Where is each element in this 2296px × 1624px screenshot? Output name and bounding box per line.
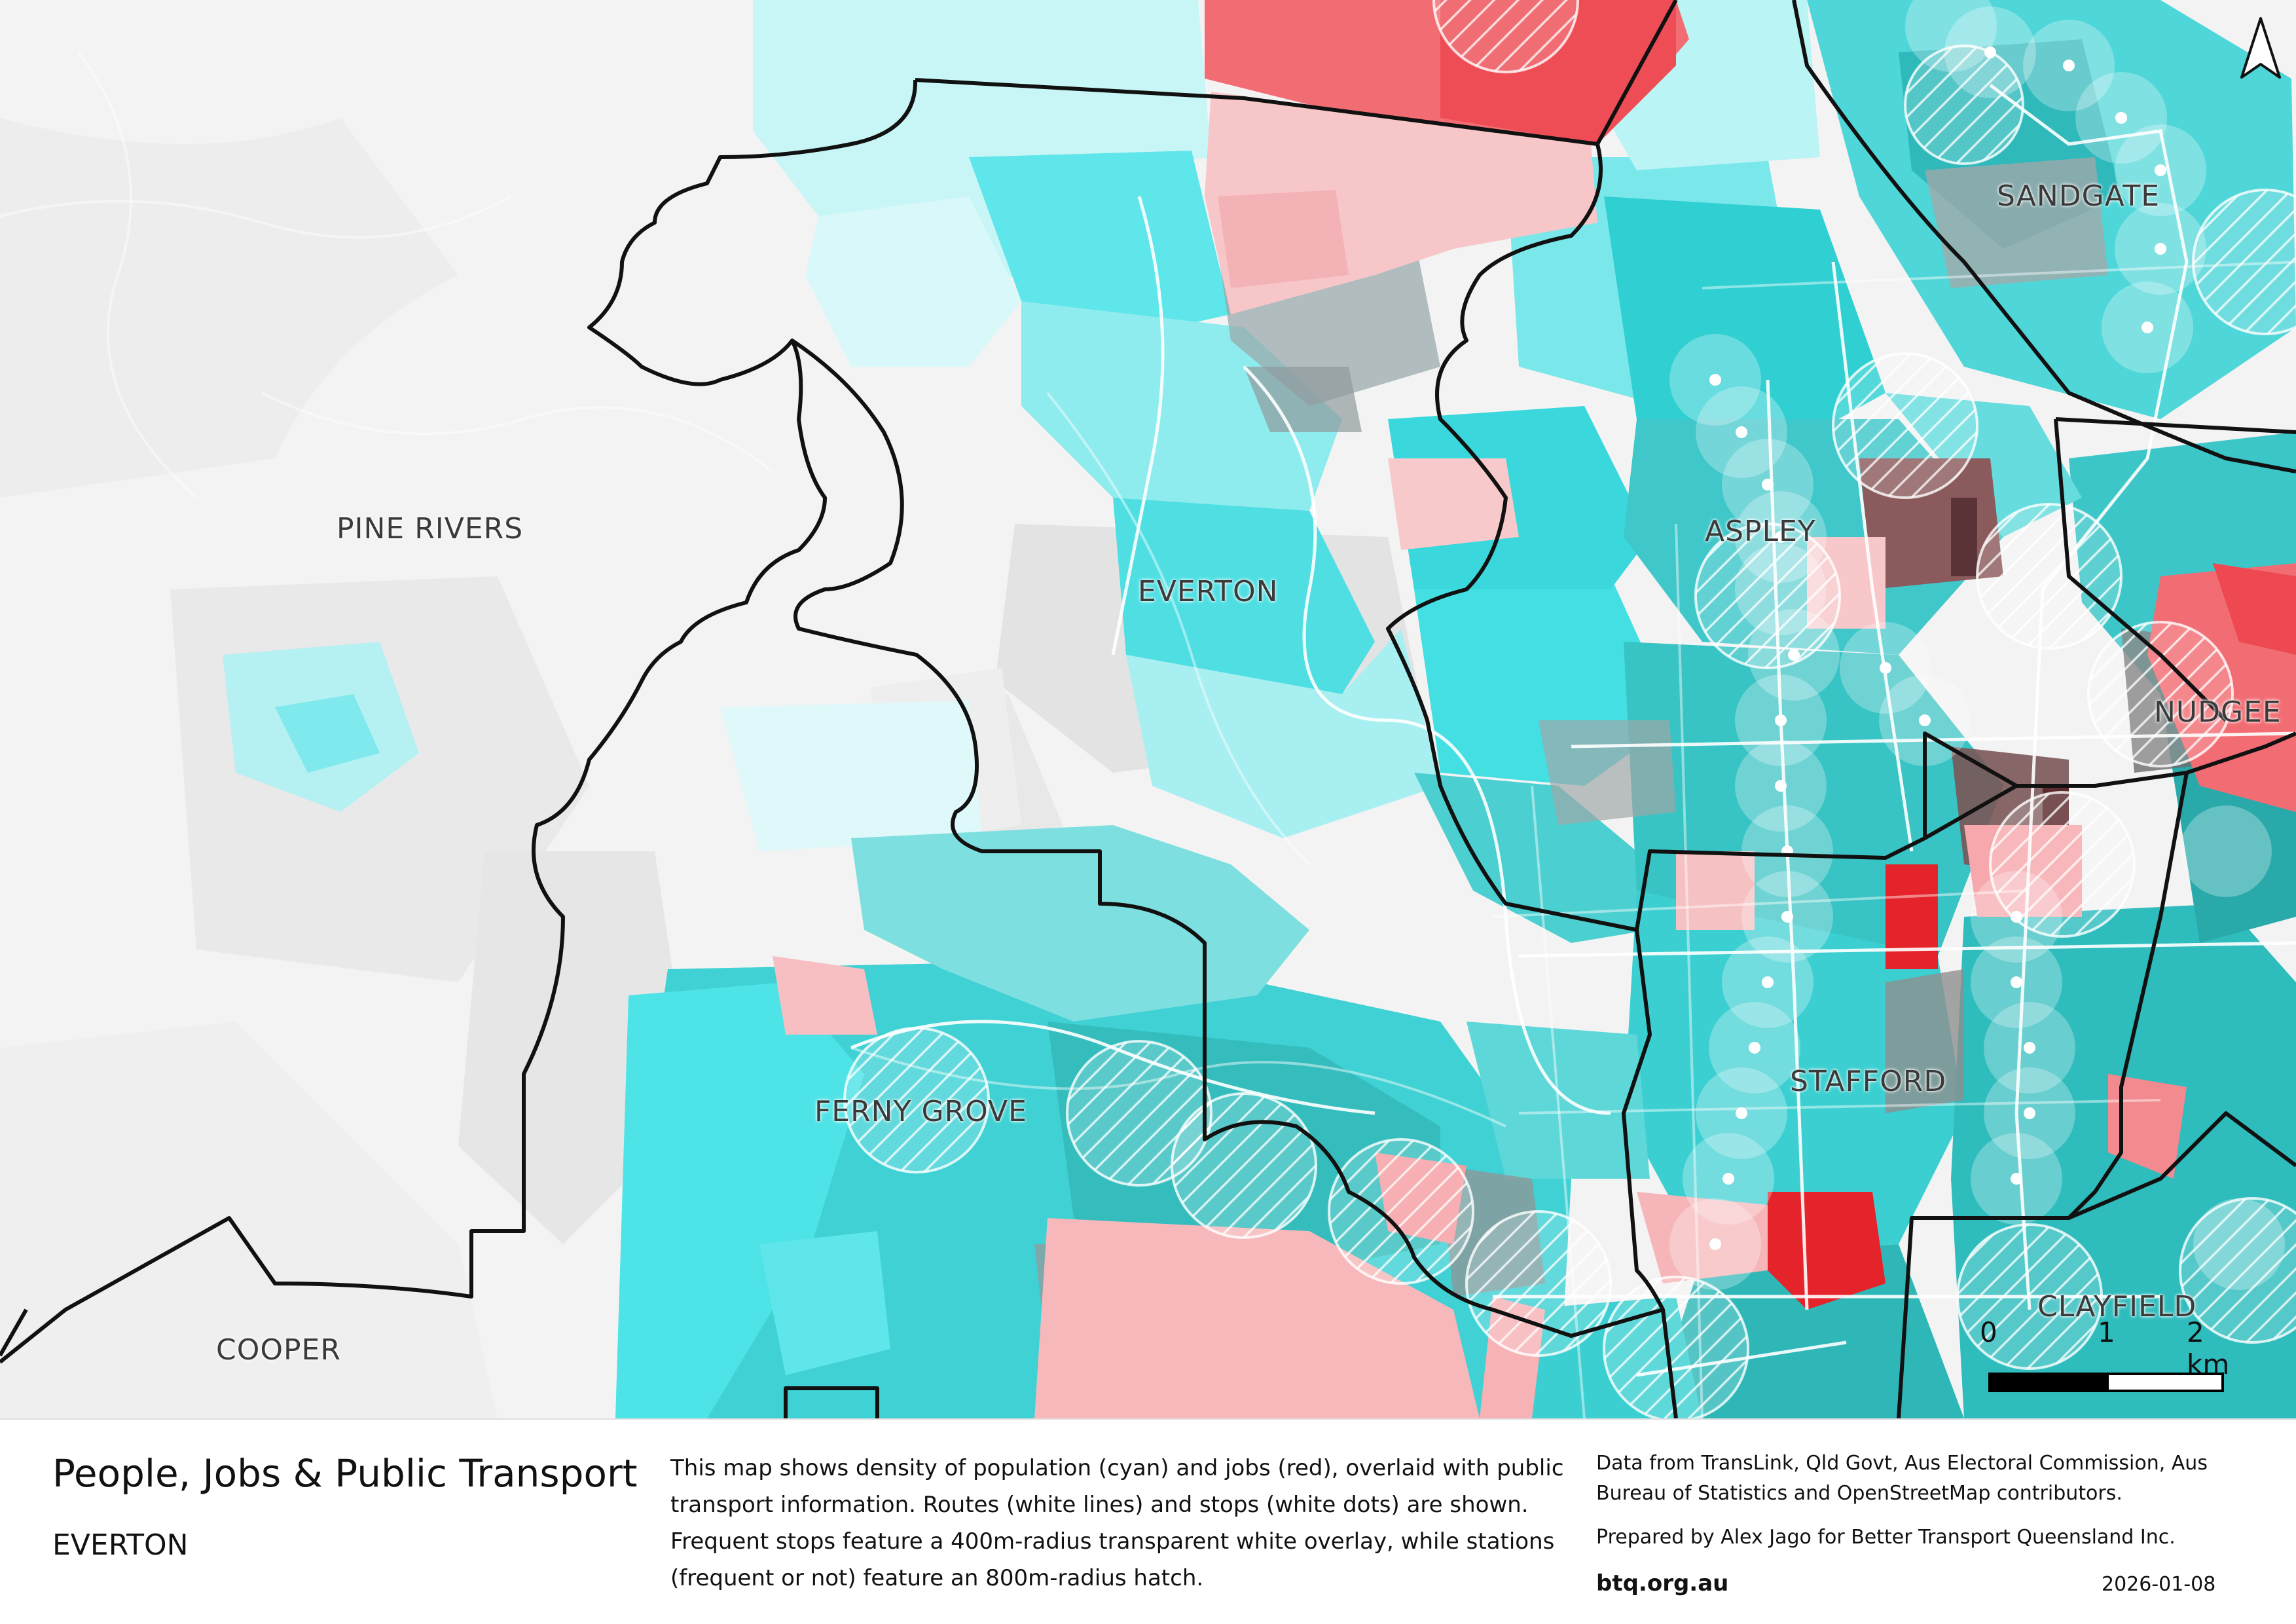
map-date: 2026-01-08 <box>2102 1573 2216 1596</box>
suburb-label-clayfield: CLAYFIELD <box>2037 1290 2197 1323</box>
suburb-label-sandgate: SANDGATE <box>1997 179 2160 213</box>
electoral-boundaries <box>0 0 2296 1418</box>
scale-label-0: 0 <box>1980 1316 1997 1348</box>
transport-stops <box>1709 46 2166 1250</box>
suburb-label-everton: EVERTON <box>1138 575 1279 608</box>
scale-label-1: 1 <box>2098 1316 2115 1348</box>
map-description: This map shows density of population (cy… <box>670 1455 1564 1591</box>
data-credits: Data from TransLink, Qld Govt, Aus Elect… <box>1596 1452 2208 1505</box>
suburb-label-aspley: ASPLEY <box>1705 515 1816 548</box>
scale-segment-black <box>1988 1373 2106 1392</box>
suburb-label-stafford: STAFFORD <box>1790 1065 1947 1098</box>
suburb-label-pine-rivers: PINE RIVERS <box>337 512 524 545</box>
map-title: People, Jobs & Public Transport <box>52 1451 638 1496</box>
suburb-label-cooper: COOPER <box>216 1333 341 1367</box>
suburb-label-ferny-grove: FERNY GROVE <box>814 1095 1027 1128</box>
suburb-label-nudgee: NUDGEE <box>2154 695 2282 729</box>
website-link[interactable]: btq.org.au <box>1596 1570 1729 1596</box>
map-subtitle: EVERTON <box>52 1528 189 1562</box>
footer-panel: People, Jobs & Public Transport EVERTON … <box>0 1418 2296 1624</box>
map-canvas[interactable]: PINE RIVERS EVERTON SANDGATE ASPLEY NUDG… <box>0 0 2296 1418</box>
station-hatch-overlays <box>843 0 2296 1418</box>
prepared-by: Prepared by Alex Jago for Better Transpo… <box>1596 1526 2176 1549</box>
map-layers <box>0 0 2296 1418</box>
scale-bar: 0 1 2 km <box>1980 1316 2232 1408</box>
north-arrow-icon <box>2240 17 2281 79</box>
scale-segment-white <box>2106 1373 2224 1392</box>
scale-label-2km: 2 km <box>2187 1316 2230 1380</box>
